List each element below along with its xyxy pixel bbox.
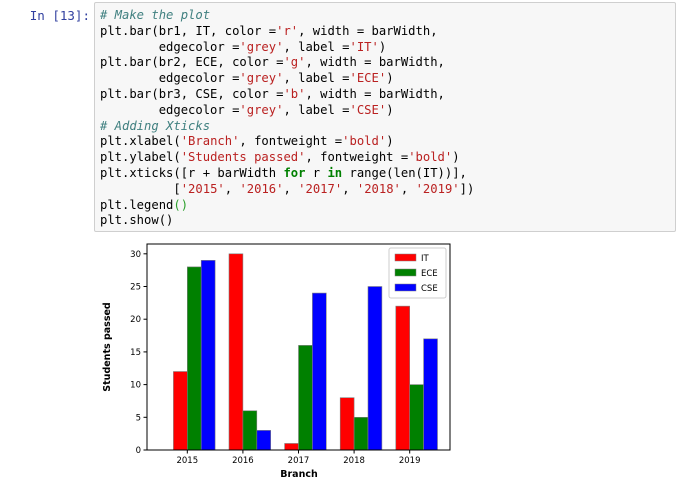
bar-ece-2016 [242, 410, 258, 451]
bars-group [173, 253, 438, 451]
code-text: , label = [283, 71, 350, 86]
code-bracket: () [173, 197, 189, 212]
cell-prompt: In [13]: [29, 8, 90, 23]
code-text: plt.bar(br1, IT, color = [100, 23, 277, 38]
legend: IT ECE CSE [388, 247, 447, 299]
code-string: 'Branch' [180, 134, 240, 149]
bar-it-2019 [395, 305, 410, 451]
code-text: ) [378, 39, 387, 54]
code-text: ) [386, 134, 394, 149]
bar-ece-2015 [187, 266, 202, 451]
code-text: plt.show() [100, 213, 174, 228]
code-string: 'grey' [239, 71, 284, 86]
code-text: [ [100, 181, 181, 196]
code-string: '2015' [180, 181, 225, 196]
bar-it-2017 [284, 443, 299, 451]
y-tick-label: 30 [130, 250, 141, 260]
code-text: , width = barWidth, [305, 86, 445, 101]
code-string: '2017' [298, 181, 343, 196]
bar-cse-2018 [367, 286, 383, 451]
code-text: ]) [459, 181, 475, 196]
code-text: ) [386, 71, 394, 86]
bar-cse-2016 [256, 430, 272, 451]
y-tick-label: 10 [130, 381, 141, 391]
code-text: edgecolor = [100, 39, 240, 54]
code-keyword: for [283, 165, 306, 180]
code-text: ) [452, 150, 460, 165]
code-text: , fontweight = [305, 150, 409, 165]
code-string: 'grey' [239, 102, 284, 117]
bar-it-2016 [228, 253, 244, 451]
code-text: , width = barWidth, [305, 55, 445, 70]
code-text: , label = [283, 102, 350, 117]
bar-ece-2019 [409, 384, 424, 451]
code-text: ) [386, 102, 394, 117]
code-text: range(len(IT))], [342, 165, 467, 180]
code-text: plt.bar(br3, CSE, color = [100, 86, 284, 101]
code-text: r [305, 165, 328, 180]
code-string: '2019' [415, 181, 460, 196]
code-text: , [283, 181, 299, 196]
code-string: 'IT' [349, 39, 379, 54]
x-tick-label: 2018 [343, 456, 365, 466]
code-string: '2016' [239, 181, 284, 196]
y-tick-label: 20 [130, 315, 141, 325]
code-string: 'b' [283, 86, 306, 101]
code-keyword: in [327, 165, 343, 180]
code-text: edgecolor = [100, 71, 240, 86]
code-string: 'bold' [408, 150, 453, 165]
y-axis-label: Students passed [102, 302, 113, 391]
legend-label-it: IT [421, 254, 430, 264]
cell-output: 0 5 10 15 20 25 30 2015 2016 2017 2018 2019 Branch… [94, 236, 474, 486]
legend-swatch-it [394, 253, 417, 262]
code-string: 'Students passed' [180, 150, 306, 165]
legend-swatch-cse [394, 283, 417, 292]
code-text: plt.xlabel( [100, 134, 181, 149]
code-string: 'ECE' [349, 71, 387, 86]
code-string: '2018' [356, 181, 401, 196]
code-text: plt.ylabel( [100, 150, 181, 165]
code-string: 'r' [276, 23, 299, 38]
y-tick-label: 25 [130, 283, 141, 293]
x-tick-label: 2019 [399, 456, 421, 466]
code-string: 'CSE' [349, 102, 387, 117]
x-tick-label: 2016 [232, 456, 254, 466]
bar-ece-2017 [298, 345, 313, 451]
bar-cse-2017 [312, 292, 327, 451]
bar-cse-2019 [423, 338, 438, 451]
bar-it-2018 [339, 397, 355, 451]
code-string: 'g' [283, 55, 306, 70]
x-tick-label: 2017 [288, 456, 310, 466]
code-text: , width = barWidth, [298, 23, 438, 38]
code-text: plt.xticks([r + barWidth [100, 165, 284, 180]
code-text: , fontweight = [239, 134, 343, 149]
x-axis: 2015 2016 2017 2018 2019 [176, 450, 421, 466]
code-text: , label = [283, 39, 350, 54]
y-tick-label: 15 [130, 348, 141, 358]
code-text: , [224, 181, 240, 196]
code-string: 'grey' [239, 39, 284, 54]
code-text: edgecolor = [100, 102, 240, 117]
legend-label-ece: ECE [421, 269, 438, 279]
code-comment: # Make the plot [100, 8, 211, 22]
y-tick-label: 5 [136, 413, 141, 423]
code-string: 'bold' [342, 134, 387, 149]
legend-swatch-ece [394, 268, 417, 277]
code-cell-input[interactable]: # Make the plot plt.bar(br1, IT, color =… [94, 2, 676, 232]
code-text: , [342, 181, 357, 196]
code-text: plt.bar(br2, ECE, color = [100, 55, 284, 70]
code-editor[interactable]: # Make the plot plt.bar(br1, IT, color =… [100, 8, 474, 229]
y-axis: 0 5 10 15 20 25 30 [130, 250, 147, 456]
legend-label-cse: CSE [421, 284, 438, 294]
bar-ece-2018 [353, 417, 369, 451]
code-text: , [400, 181, 416, 196]
code-comment: # Adding Xticks [100, 118, 211, 133]
x-tick-label: 2015 [176, 456, 198, 466]
y-tick-label: 0 [136, 446, 141, 456]
code-text: plt.legend [100, 197, 174, 212]
bar-cse-2015 [200, 260, 216, 451]
bar-chart: 0 5 10 15 20 25 30 2015 2016 2017 2018 2019 Branch… [102, 243, 451, 480]
bar-it-2015 [173, 371, 188, 451]
x-axis-label: Branch [280, 469, 318, 480]
